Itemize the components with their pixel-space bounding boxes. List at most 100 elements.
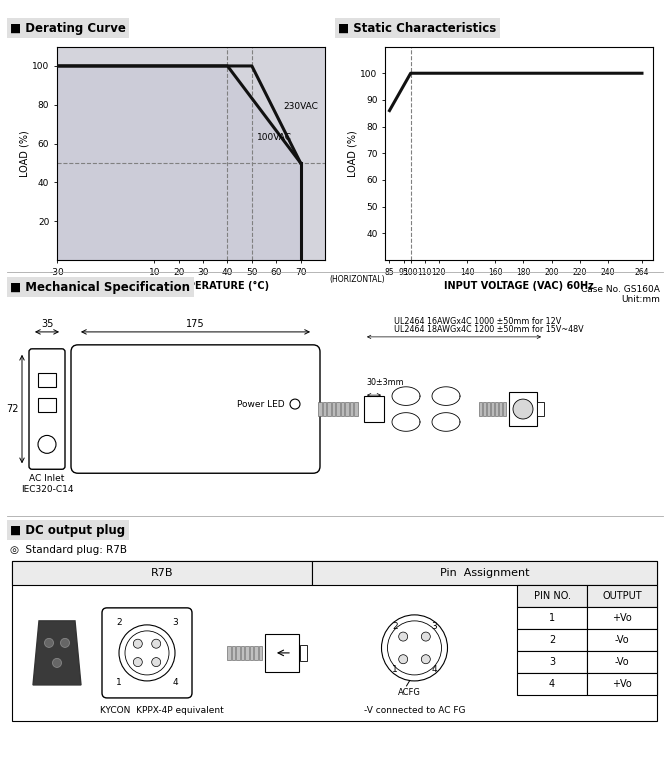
Bar [12,561,657,721]
Circle shape [399,632,407,641]
Text: 2: 2 [392,622,397,631]
Bar [517,673,587,695]
Text: 2: 2 [549,635,555,645]
Circle shape [60,639,70,647]
Bar [587,585,657,607]
Text: +Vo: +Vo [612,679,632,689]
Bar [587,651,657,673]
Text: R7B: R7B [151,568,174,578]
Bar [509,392,537,426]
Bar [587,673,657,695]
Text: ■ Static Characteristics: ■ Static Characteristics [338,22,496,35]
Text: (HORIZONTAL): (HORIZONTAL) [330,275,385,285]
Text: ◎  Standard plug: R7B: ◎ Standard plug: R7B [10,545,127,555]
Circle shape [52,658,62,667]
Polygon shape [33,621,81,685]
Text: ■ DC output plug: ■ DC output plug [10,524,125,537]
Text: UL2464 16AWGx4C 1000 ±50mm for 12V: UL2464 16AWGx4C 1000 ±50mm for 12V [394,317,561,326]
FancyBboxPatch shape [102,608,192,698]
Text: Power LED: Power LED [237,400,285,409]
Circle shape [513,399,533,419]
Text: 4: 4 [549,679,555,689]
Bar [254,646,257,660]
Bar [495,402,498,416]
Circle shape [421,655,430,663]
Bar [227,646,230,660]
Circle shape [44,639,54,647]
Bar [350,402,353,416]
Text: 30±3mm: 30±3mm [366,378,403,387]
Y-axis label: LOAD (%): LOAD (%) [348,130,358,177]
Circle shape [119,625,175,681]
Bar [499,402,502,416]
Text: 100VAC: 100VAC [257,133,291,142]
Text: 72: 72 [7,404,19,414]
Bar [587,607,657,629]
Y-axis label: LOAD (%): LOAD (%) [19,130,29,177]
Text: ■ Derating Curve: ■ Derating Curve [10,22,126,35]
Bar [259,646,262,660]
Text: UL2464 18AWGx4C 1200 ±50mm for 15V~48V: UL2464 18AWGx4C 1200 ±50mm for 15V~48V [394,325,584,334]
Text: 1: 1 [549,613,555,623]
Text: Pin  Assignment: Pin Assignment [440,568,529,578]
Bar [517,607,587,629]
Bar [300,645,307,661]
X-axis label: INPUT VOLTAGE (VAC) 60Hz: INPUT VOLTAGE (VAC) 60Hz [444,281,594,291]
Bar [354,402,358,416]
Bar [38,372,56,386]
Text: 35: 35 [41,319,53,329]
Text: 3: 3 [549,657,555,667]
Bar [12,561,312,585]
Text: ACFG: ACFG [398,688,421,697]
Text: AC Inlet
IEC320-C14: AC Inlet IEC320-C14 [21,474,73,494]
Bar [487,402,490,416]
Circle shape [151,639,161,648]
Bar [249,646,253,660]
Bar [517,585,587,607]
Bar [312,561,657,585]
Bar [483,402,486,416]
Circle shape [290,399,300,409]
FancyBboxPatch shape [29,349,65,469]
Circle shape [387,621,442,675]
Bar [38,397,56,411]
X-axis label: AMBIENT TEMPERATURE (°C): AMBIENT TEMPERATURE (°C) [113,281,269,291]
Text: 3: 3 [431,622,438,631]
FancyBboxPatch shape [71,345,320,473]
Circle shape [38,435,56,453]
Circle shape [421,632,430,641]
Bar [537,402,544,416]
Text: 230VAC: 230VAC [283,102,318,111]
Text: +Vo: +Vo [612,613,632,623]
Bar [364,396,384,422]
Circle shape [133,639,142,648]
Circle shape [399,655,407,663]
Bar [517,651,587,673]
Text: 3: 3 [172,618,178,628]
Bar [503,402,506,416]
Text: -Vo: -Vo [614,657,629,667]
Bar [322,402,326,416]
Bar [345,402,348,416]
Text: OUTPUT: OUTPUT [602,591,642,601]
Text: ■ Mechanical Specification: ■ Mechanical Specification [10,281,190,294]
Text: Case No. GS160A
Unit:mm: Case No. GS160A Unit:mm [581,285,660,304]
Bar [336,402,340,416]
Bar [517,629,587,651]
Circle shape [133,657,142,667]
Circle shape [125,631,169,675]
Bar [479,402,482,416]
Text: 175: 175 [186,319,205,329]
Bar [232,646,235,660]
Circle shape [381,615,448,681]
Bar [265,634,299,672]
Bar [245,646,249,660]
Text: 1: 1 [116,678,121,688]
Text: 1: 1 [392,665,397,674]
Bar [332,402,335,416]
Bar [241,646,244,660]
Text: PIN NO.: PIN NO. [533,591,570,601]
Text: -Vo: -Vo [614,635,629,645]
Text: KYCON  KPPX-4P equivalent: KYCON KPPX-4P equivalent [100,706,224,715]
Bar [340,402,344,416]
